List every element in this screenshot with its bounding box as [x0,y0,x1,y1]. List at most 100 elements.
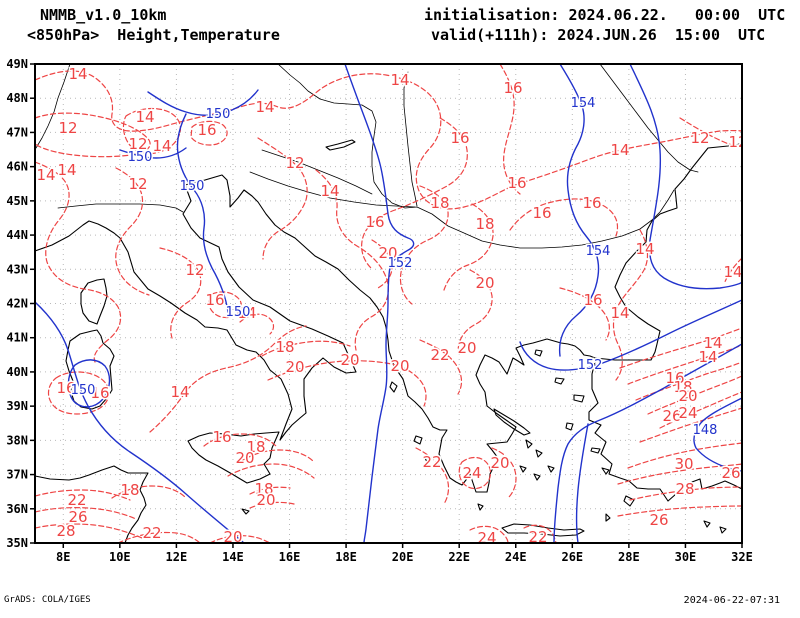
coastline-path [325,139,356,151]
coastline-path [501,523,585,537]
river-path [403,71,418,207]
height-label: 152 [388,256,413,271]
temperature-label: 20 [678,387,697,405]
temperature-label: 24 [462,464,481,482]
temperature-contour [419,339,463,395]
lon-axis-label: 30E [675,550,697,564]
temperature-label: 16 [507,174,526,192]
temperature-label: 28 [56,522,75,540]
height-label: 150 [180,179,205,194]
temperature-label: 14 [57,161,76,179]
height-label: 148 [693,423,718,438]
temperature-label: 14 [723,263,742,281]
lon-axis-label: 26E [561,550,583,564]
rivers [35,64,699,249]
temperature-label: 12 [58,119,77,137]
height-contour [553,343,742,543]
temperature-label: 12 [728,133,747,151]
lon-axis-label: 22E [448,550,470,564]
temperature-label: 14 [36,166,55,184]
temperature-label: 14 [237,304,256,322]
lon-axis-label: 14E [222,550,244,564]
lon-axis-label: 8E [56,550,70,564]
temperature-label: 16 [90,384,109,402]
temperature-contour [559,287,610,341]
temperature-label: 16 [56,379,75,397]
temperature-contour [457,269,493,353]
temperature-contour [458,456,492,490]
river-path [277,64,675,249]
temperature-label: 28 [675,480,694,498]
coastline-path [423,455,431,463]
lat-axis-label: 47N [6,125,28,139]
temperature-label: 26 [68,508,87,526]
lat-axis-label: 42N [6,297,28,311]
temperature-label: 22 [430,346,449,364]
temperature-contour [659,391,742,429]
temperature-label: 14 [152,137,171,155]
coastline-path [554,377,565,385]
initialisation-time: initialisation: 2024.06.22. 00:00 UTC [424,6,786,24]
temperature-contour [361,117,468,269]
temperature-contour [208,291,243,319]
temperature-label: 18 [475,215,494,233]
coastline-path [565,422,574,431]
temperature-contour [35,161,122,363]
lat-axis-label: 39N [6,399,28,413]
lat-axis-label: 36N [6,502,28,516]
temperature-label: 14 [68,65,87,83]
temperature-label: 18 [275,338,294,356]
temperature-label: 20 [223,528,242,546]
lat-axis-label: 49N [6,57,28,71]
coastline-path [187,431,280,484]
temperature-label: 20 [390,357,409,375]
temperature-contour [111,485,187,499]
temperature-contour [257,137,308,260]
temperature-label: 12 [285,154,304,172]
height-label: 152 [578,358,603,373]
temperature-label: 20 [475,274,494,292]
temperature-label: 20 [457,339,476,357]
height-contours [35,64,742,543]
temperature-label: 14 [320,182,339,200]
temperature-contour [47,371,110,415]
height-label: 154 [571,96,596,111]
valid-time: valid(+111h): 2024.JUN.26 15:00 UTC [431,26,766,44]
coastline-path [35,465,149,543]
temperature-label: 24 [477,529,496,547]
temperature-label: 18 [254,480,273,498]
temperature-label: 20 [340,351,359,369]
coastlines [35,139,742,543]
height-contour [119,147,187,159]
temperature-label: 26 [649,511,668,529]
temperature-contour [209,535,271,543]
height-label: 150 [226,305,251,320]
temperature-contour [35,70,742,210]
temperature-label: 16 [450,129,469,147]
temperature-contour [723,257,742,285]
lat-axis-label: 48N [6,91,28,105]
coastline-path [573,394,585,403]
temperature-label: 26 [721,464,740,482]
temperature-label: 12 [128,135,147,153]
temperature-contour [261,340,351,357]
lon-axis-label: 12E [166,550,188,564]
grads-credit: GrADS: COLA/IGES [4,595,91,605]
temperature-contour [190,120,228,146]
temperature-contour [239,449,315,463]
height-label: 150 [128,150,153,165]
lat-axis-label: 43N [6,262,28,276]
temperature-contour [159,247,202,339]
lon-axis-label: 10E [109,550,131,564]
height-contour [629,64,742,290]
temperature-label: 16 [197,121,216,139]
temperature-contour [227,463,315,479]
temperature-contour [619,327,742,369]
lat-axis-label: 41N [6,331,28,345]
temperature-contour [239,313,275,335]
coastline-path [533,473,541,481]
temperature-label: 14 [135,108,154,126]
